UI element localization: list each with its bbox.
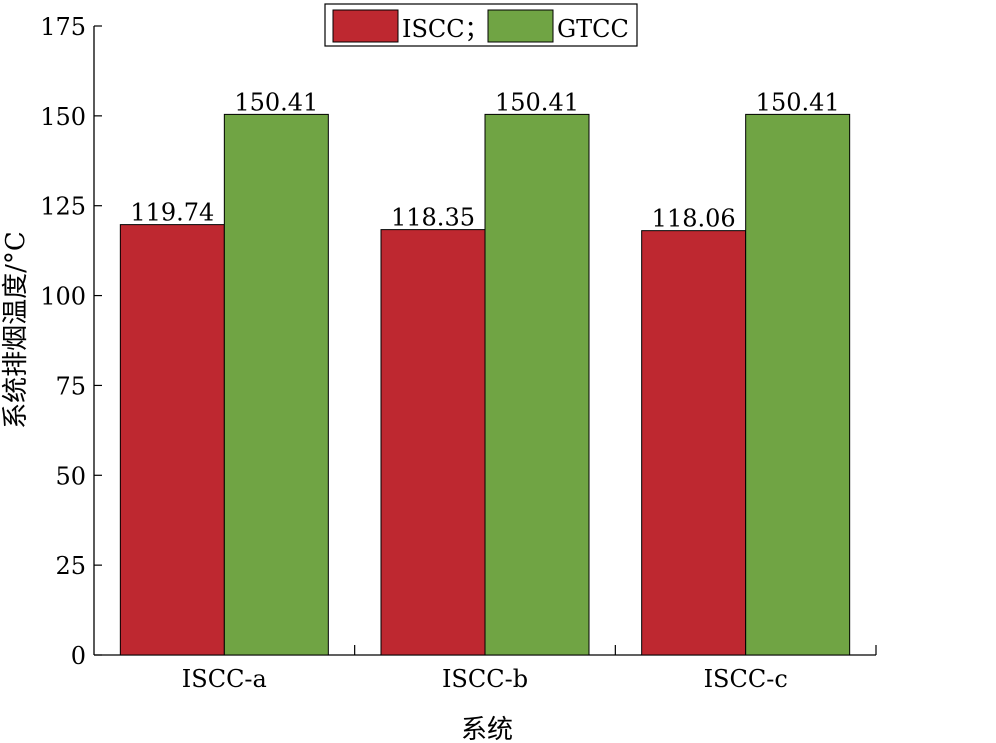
y-tick-label: 75 [55, 372, 86, 400]
bar-value-label: 118.06 [652, 205, 736, 233]
legend-swatch-iscc [332, 9, 399, 43]
bar-gtcc-iscc-c [745, 113, 851, 656]
legend-swatch-gtcc [487, 9, 554, 43]
bar-iscc-iscc-c [641, 230, 747, 656]
legend: ISCC； GTCC [324, 3, 638, 47]
legend-label-gtcc: GTCC [557, 15, 629, 43]
bar-iscc-iscc-a [119, 224, 225, 656]
bar-value-label: 150.41 [234, 88, 318, 116]
y-tick-label: 125 [40, 193, 86, 221]
x-axis-title: 系统 [461, 715, 513, 743]
y-ticks: 0 25 50 75 100 125 150 175 [40, 13, 102, 670]
bar-value-label: 150.41 [495, 88, 579, 116]
y-tick-label: 100 [40, 283, 86, 311]
bar-value-label: 119.74 [130, 199, 214, 227]
bar-value-label: 150.41 [756, 88, 840, 116]
bars [119, 113, 851, 656]
y-tick-label: 0 [71, 642, 86, 670]
x-tick-label: ISCC-a [182, 665, 267, 693]
y-tick-label: 175 [40, 13, 86, 41]
y-axis-title: 系统排烟温度/°C [1, 231, 31, 429]
bar-value-labels: 119.74 150.41 118.35 150.41 118.06 150.41 [130, 88, 839, 232]
bar-value-label: 118.35 [391, 204, 475, 232]
x-tick-label: ISCC-b [442, 665, 528, 693]
legend-label-iscc: ISCC； [402, 15, 489, 43]
x-tick-label: ISCC-c [704, 665, 788, 693]
y-tick-label: 150 [40, 103, 86, 131]
y-tick-label: 25 [55, 552, 86, 580]
y-tick-label: 50 [55, 462, 86, 490]
bar-iscc-iscc-b [380, 229, 486, 656]
x-ticks: ISCC-a ISCC-b ISCC-c [182, 645, 877, 693]
bar-gtcc-iscc-a [223, 113, 329, 656]
bar-gtcc-iscc-b [484, 113, 590, 656]
